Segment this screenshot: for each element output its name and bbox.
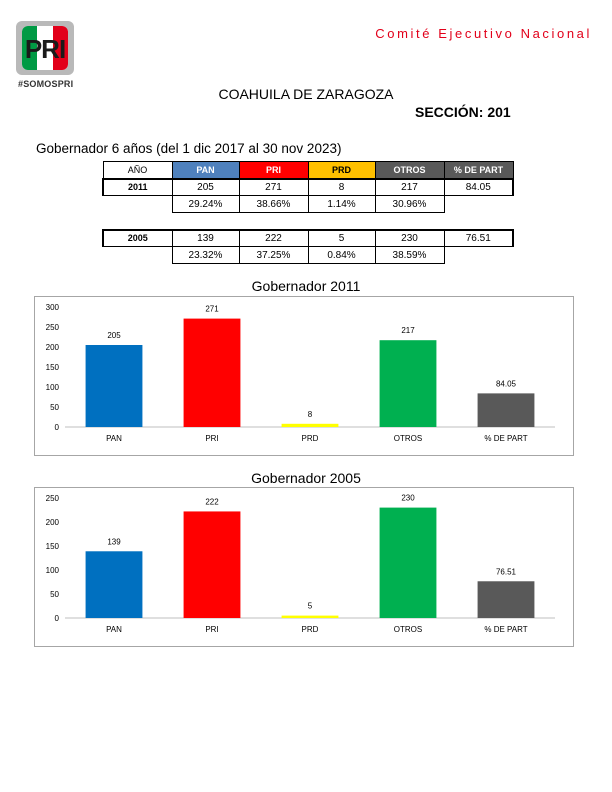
data-label-prd: 8: [308, 410, 313, 419]
cell-otros-pct: 38.59%: [374, 246, 445, 264]
x-tick-label-otros: OTROS: [394, 434, 422, 443]
bar-otros: [379, 507, 437, 618]
y-tick-label: 250: [46, 323, 60, 332]
y-tick-label: 50: [50, 403, 59, 412]
y-tick-label: 300: [46, 303, 60, 312]
table-row: 2011 205 271 8 217 84.05: [102, 177, 514, 196]
data-label-de-part: 76.51: [496, 567, 517, 576]
data-label-otros: 230: [401, 494, 415, 503]
pri-logo-text: PRI: [24, 34, 66, 64]
x-tick-label-pri: PRI: [205, 625, 218, 634]
election-subtitle: Gobernador 6 años (del 1 dic 2017 al 30 …: [36, 141, 342, 156]
header-prd: PRD: [307, 161, 376, 179]
cell-pan-votes: 139: [171, 228, 240, 247]
x-tick-label-pri: PRI: [205, 434, 218, 443]
chart-2011: 0 50 100 150 200 250 300 205 PAN 271 PRI 8 PRD 217 OTR…: [34, 296, 574, 456]
y-tick-label: 150: [46, 363, 60, 372]
cell-otros-votes: 217: [374, 177, 445, 196]
x-tick-label-prd: PRD: [302, 434, 319, 443]
x-tick-label-pan: PAN: [106, 434, 122, 443]
cell-participation: 84.05: [443, 177, 514, 196]
y-tick-label: 200: [46, 343, 60, 352]
cell-otros-pct: 30.96%: [374, 195, 445, 213]
bar-de-part: [477, 581, 535, 618]
y-tick-label: 250: [46, 494, 60, 503]
chart-2005: 0 50 100 150 200 250 139 PAN 222 PRI 5 PRD 230 OTROS 7…: [34, 487, 574, 647]
bar-prd: [281, 423, 339, 427]
x-tick-label-prd: PRD: [302, 625, 319, 634]
header-otros: OTROS: [374, 161, 445, 179]
y-tick-label: 0: [55, 614, 60, 623]
cell-pan-votes: 205: [171, 177, 240, 196]
cell-prd-pct: 1.14%: [307, 195, 376, 213]
cell-participation: 76.51: [443, 228, 514, 247]
y-tick-label: 50: [50, 590, 59, 599]
data-label-pan: 205: [107, 331, 121, 340]
x-tick-label-de-part: % DE PART: [484, 625, 527, 634]
cell-pri-votes: 222: [238, 228, 309, 247]
cell-pan-pct: 29.24%: [171, 195, 240, 213]
data-label-prd: 5: [308, 602, 313, 611]
y-tick-label: 200: [46, 518, 60, 527]
table-row: 2005 139 222 5 230 76.51: [102, 228, 514, 247]
cell-pri-pct: 38.66%: [238, 195, 309, 213]
cell-pri-pct: 37.25%: [238, 246, 309, 264]
data-label-pri: 222: [205, 497, 219, 506]
table-row: 23.32% 37.25% 0.84% 38.59%: [103, 246, 513, 264]
cell-otros-votes: 230: [374, 228, 445, 247]
bar-pri: [183, 511, 241, 618]
state-title: COAHUILA DE ZARAGOZA: [218, 86, 394, 102]
data-label-pri: 271: [205, 305, 219, 314]
table-header-row: AÑO PAN PRI PRD OTROS % DE PART: [102, 161, 514, 179]
y-tick-label: 100: [46, 566, 60, 575]
chart-2005-svg: 0 50 100 150 200 250 139 PAN 222 PRI 5 PRD 230 OTROS 7…: [46, 494, 555, 634]
section-number: SECCIÓN: 201: [415, 104, 511, 120]
cell-prd-pct: 0.84%: [307, 246, 376, 264]
hashtag: #SOMOSPRI: [18, 79, 74, 89]
header-pan: PAN: [171, 161, 240, 179]
y-tick-label: 150: [46, 542, 60, 551]
chart-2011-svg: 0 50 100 150 200 250 300 205 PAN 271 PRI 8 PRD 217 OTR…: [46, 303, 555, 443]
cell-pri-votes: 271: [238, 177, 309, 196]
data-label-otros: 217: [401, 326, 415, 335]
bar-pan: [85, 551, 143, 618]
pri-logo-emblem: PRI: [22, 26, 68, 70]
header-participation: % DE PART: [443, 161, 514, 179]
bar-otros: [379, 340, 437, 427]
row-year: 2005: [102, 228, 173, 247]
bar-pan: [85, 345, 143, 427]
results-table: AÑO PAN PRI PRD OTROS % DE PART 2011 205…: [102, 161, 514, 264]
bar-pri: [183, 318, 241, 427]
pri-logo: PRI: [16, 21, 74, 75]
cell-prd-votes: 5: [307, 228, 376, 247]
x-tick-label-otros: OTROS: [394, 625, 422, 634]
chart-2005-title: Gobernador 2005: [251, 470, 361, 486]
header-pri: PRI: [238, 161, 309, 179]
bar-de-part: [477, 393, 535, 427]
x-tick-label-pan: PAN: [106, 625, 122, 634]
cell-prd-votes: 8: [307, 177, 376, 196]
row-year: 2011: [102, 177, 173, 196]
bar-prd: [281, 615, 339, 618]
table-row: 29.24% 38.66% 1.14% 30.96%: [103, 195, 513, 213]
x-tick-label-de-part: % DE PART: [484, 434, 527, 443]
cell-pan-pct: 23.32%: [171, 246, 240, 264]
data-label-pan: 139: [107, 537, 121, 546]
data-label-de-part: 84.05: [496, 379, 517, 388]
y-tick-label: 100: [46, 383, 60, 392]
chart-2011-title: Gobernador 2011: [251, 278, 361, 294]
header-year: AÑO: [102, 161, 173, 179]
committee-name: Comité Ejecutivo Nacional: [375, 26, 592, 41]
y-tick-label: 0: [55, 423, 60, 432]
